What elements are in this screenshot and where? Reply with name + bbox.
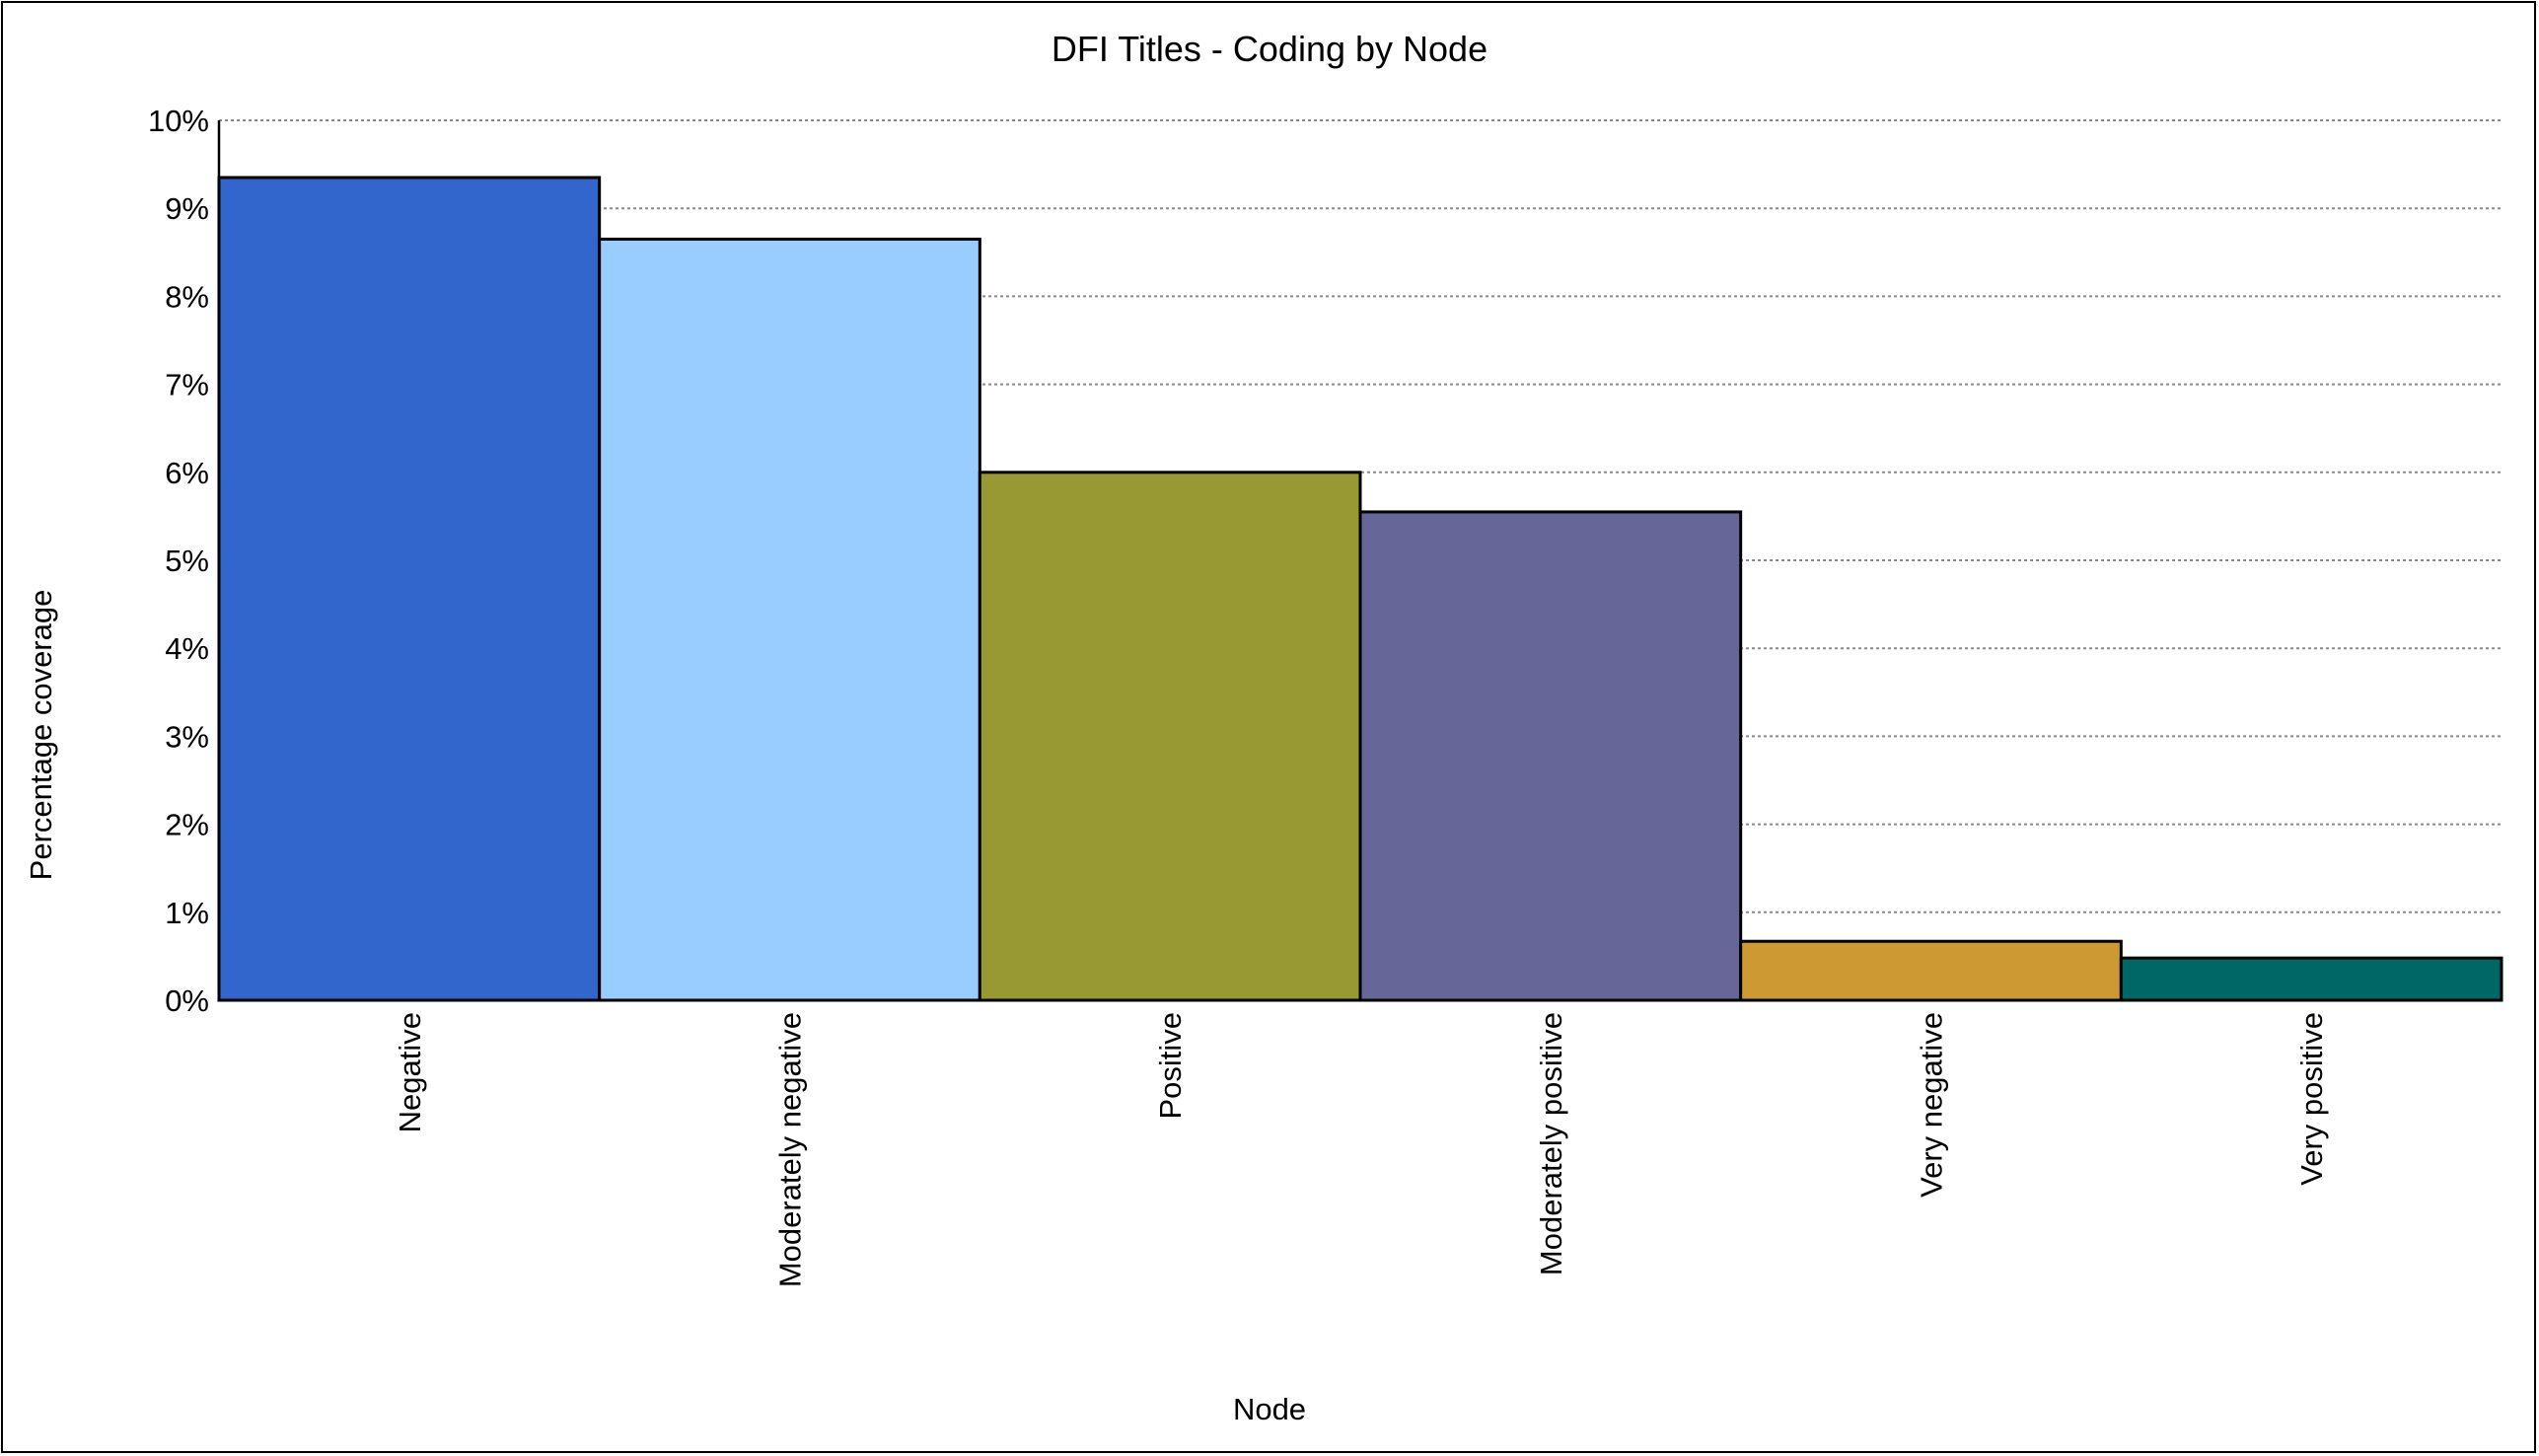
x-axis-title: Node [1233,1392,1306,1426]
y-tick-label: 9% [165,191,209,226]
y-tick-label: 0% [165,983,209,1018]
y-tick-label: 8% [165,279,209,314]
x-tick-label: Very positive [2294,1012,2329,1186]
x-tick-label: Moderately negative [773,1012,808,1287]
x-tick-label: Positive [1153,1012,1188,1120]
y-tick-label: 7% [165,368,209,402]
y-tick-label: 10% [148,104,209,138]
y-tick-label: 5% [165,544,209,578]
x-tick-labels: Negative Moderately negative Positive Moder… [393,1012,2329,1287]
chart-title: DFI Titles - Coding by Node [1052,29,1487,69]
y-tick-label: 2% [165,808,209,842]
bar [217,176,602,1002]
bar [978,471,1362,1002]
x-tick-label: Very negative [1915,1012,1949,1198]
y-tick-label: 4% [165,631,209,666]
x-tick-label: Negative [393,1012,427,1132]
bar [1358,510,1743,1002]
bar [2119,956,2503,1002]
y-tick-label: 6% [165,456,209,490]
bar [1739,939,2123,1002]
axes [217,120,2502,1002]
y-tick-label: 3% [165,719,209,754]
x-tick-label: Moderately positive [1534,1012,1568,1275]
bar [598,237,981,1002]
y-tick-label: 1% [165,896,209,930]
y-axis-title: Percentage coverage [24,590,58,881]
bars [217,176,2503,1002]
y-tick-labels: 0% 1% 2% 3% 4% 5% 6% 7% 8% 9% 10% [148,104,209,1018]
